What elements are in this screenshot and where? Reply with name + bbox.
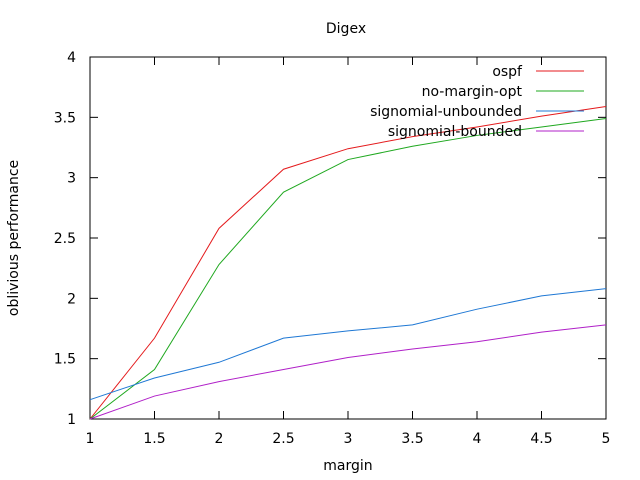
- chart-title: Digex: [326, 21, 366, 37]
- x-tick-label: 1.5: [143, 431, 165, 447]
- legend-label-signomial-unbounded: signomial-unbounded: [370, 104, 522, 120]
- x-tick-label: 1: [86, 431, 95, 447]
- y-tick-label: 2: [67, 291, 76, 307]
- y-tick-label: 3.5: [54, 110, 76, 126]
- legend-label-signomial-bounded: signomial-bounded: [388, 124, 522, 140]
- legend-label-ospf: ospf: [492, 64, 523, 80]
- legend-label-no-margin-opt: no-margin-opt: [422, 84, 523, 100]
- y-tick-label: 3: [67, 171, 76, 187]
- series-line-signomial-bounded: [89, 324, 607, 420]
- y-tick-label: 2.5: [54, 231, 76, 247]
- x-tick-label: 2.5: [272, 431, 294, 447]
- plot-frame: [89, 56, 607, 420]
- x-tick-label: 2: [215, 431, 224, 447]
- x-tick-label: 4.5: [530, 431, 552, 447]
- series-line-ospf: [89, 105, 607, 420]
- series-line-no-margin-opt: [89, 118, 607, 420]
- axis-ticks: 1 1.5 2 2.5 3 3.5 4 4.5 5 1 1.5 2 2.5 3 3.5 4: [54, 50, 611, 447]
- x-tick-label: 4: [473, 431, 482, 447]
- y-tick-label: 1.5: [54, 352, 76, 368]
- x-tick-label: 3: [344, 431, 353, 447]
- series-line-signomial-unbounded: [89, 288, 607, 401]
- y-tick-label: 4: [67, 50, 76, 66]
- x-tick-label: 5: [602, 431, 611, 447]
- x-tick-label: 3.5: [401, 431, 423, 447]
- y-axis-label: oblivious performance: [6, 160, 22, 316]
- legend: ospf no-margin-opt signomial-unbounded sign…: [370, 64, 584, 140]
- x-axis-label: margin: [323, 458, 372, 474]
- series-lines: [89, 105, 607, 420]
- y-tick-label: 1: [67, 412, 76, 428]
